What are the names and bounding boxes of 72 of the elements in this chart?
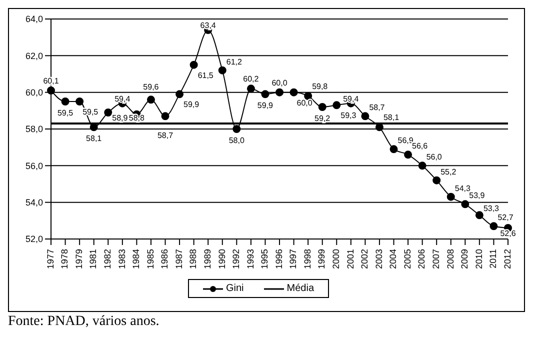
data-label: 58,1 <box>86 134 102 144</box>
x-tick-label: 1979 <box>74 249 84 270</box>
x-tick-label: 1998 <box>302 249 312 270</box>
x-tick-label: 1993 <box>245 249 256 270</box>
x-tick-label: 2000 <box>331 249 342 270</box>
x-tick-label: 2010 <box>474 249 484 270</box>
x-tick-label: 2011 <box>488 249 498 268</box>
data-label: 59,9 <box>257 101 274 110</box>
data-label: 59,9 <box>184 100 200 110</box>
data-label: 59,3 <box>340 111 357 120</box>
x-tick-label: 1992 <box>231 249 242 270</box>
x-tick-label: 2007 <box>430 249 441 270</box>
y-tick-label: 64,0 <box>25 14 43 24</box>
x-tick-label: 1989 <box>202 249 212 270</box>
x-tick-label: 2008 <box>445 249 456 270</box>
x-tick-label: 2001 <box>345 249 356 270</box>
x-tick-label: 2004 <box>388 249 398 270</box>
x-tick-label: 2002 <box>360 249 370 270</box>
data-label: 59,6 <box>143 82 160 92</box>
source-note: Fonte: PNAD, vários anos. <box>8 313 160 330</box>
data-label: 52,7 <box>498 213 514 222</box>
data-label: 61,5 <box>198 70 214 80</box>
data-label: 58,8 <box>128 113 146 122</box>
data-label: 58,7 <box>157 131 174 140</box>
data-label: 58,0 <box>228 136 245 145</box>
x-tick-label: 2012 <box>502 249 512 270</box>
x-tick-label: 1986 <box>160 249 170 270</box>
data-label: 58,1 <box>383 113 400 122</box>
data-label: 55,2 <box>440 167 457 176</box>
x-tick-label: 2006 <box>416 249 427 270</box>
data-label: 60,0 <box>272 78 288 88</box>
data-label: 63,4 <box>200 21 216 30</box>
legend-label: Gini <box>224 283 244 294</box>
data-label: 59,2 <box>314 114 331 123</box>
x-tick-label: 1981 <box>88 249 98 270</box>
x-tick-label: 2003 <box>374 249 384 270</box>
legend-label: Média <box>286 283 314 294</box>
data-label: 58,7 <box>369 103 386 112</box>
x-tick-label: 1984 <box>131 249 142 270</box>
x-tick-label: 2009 <box>460 249 470 270</box>
data-label: 52,6 <box>500 229 516 238</box>
y-tick-label: 54,0 <box>25 198 43 208</box>
y-tick-label: 58,0 <box>25 124 43 134</box>
data-label: 56,6 <box>412 142 428 151</box>
y-tick-label: 52,0 <box>25 234 43 244</box>
x-tick-label: 1987 <box>174 249 184 270</box>
data-label: 59,5 <box>57 108 74 118</box>
x-tick-label: 1982 <box>102 249 113 270</box>
data-label: 60,2 <box>243 74 260 84</box>
x-tick-label: 1990 <box>216 249 227 270</box>
data-label: 53,3 <box>483 204 500 214</box>
x-tick-label: 1996 <box>274 249 284 270</box>
x-tick-label: 1997 <box>288 249 298 270</box>
x-tick-label: 2005 <box>402 249 412 270</box>
data-label: 59,8 <box>312 82 328 91</box>
x-tick-label: 1977 <box>45 249 56 270</box>
x-tick-label: 1995 <box>260 249 270 270</box>
x-tick-label: 1988 <box>188 249 198 270</box>
data-label: 56,9 <box>398 136 414 146</box>
y-tick-label: 60,0 <box>25 88 43 98</box>
y-tick-label: 62,0 <box>25 50 43 61</box>
x-tick-label: 1985 <box>145 249 156 270</box>
data-label: 61,2 <box>226 57 242 66</box>
data-label: 54,3 <box>454 184 471 193</box>
data-label: 58,9 <box>112 114 128 122</box>
y-tick-label: 56,0 <box>25 160 43 171</box>
x-tick-label: 1983 <box>116 249 127 270</box>
x-tick-label: 1978 <box>60 249 70 270</box>
x-tick-label: 1999 <box>316 249 327 270</box>
data-label: 56,0 <box>426 152 442 162</box>
data-label: 53,9 <box>469 191 486 200</box>
data-label: 60,0 <box>296 98 313 108</box>
